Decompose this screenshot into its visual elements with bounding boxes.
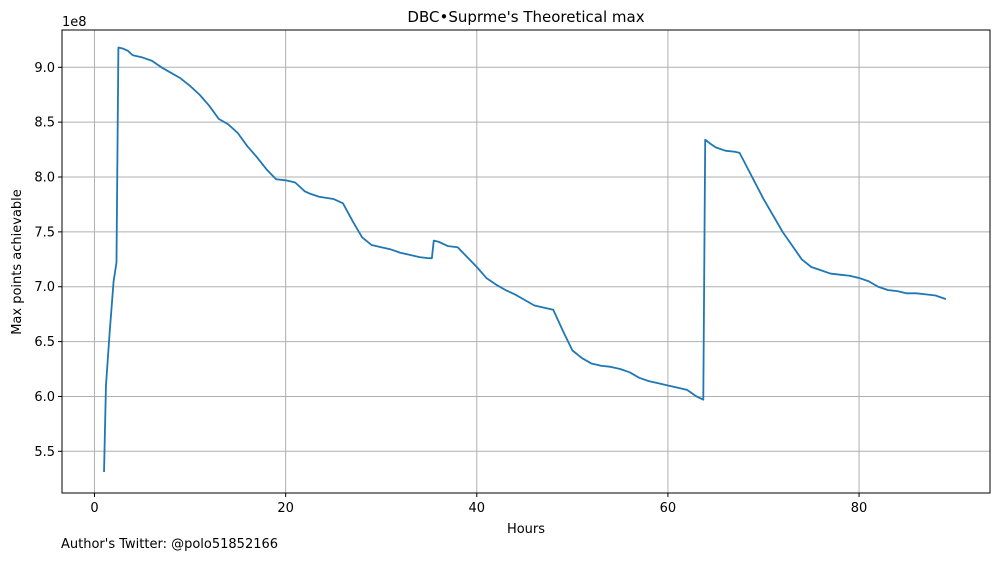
grid	[62, 30, 990, 493]
plot-frame	[61, 29, 991, 494]
x-tick-label: 0	[90, 501, 98, 516]
chart-title: DBC•Suprme's Theoretical max	[407, 8, 644, 26]
y-tick-label: 8.0	[34, 171, 55, 186]
x-tick-label: 80	[851, 501, 868, 516]
y-tick-label: 6.5	[34, 335, 55, 350]
y-tick-label: 9.0	[34, 61, 55, 76]
y-tick-label: 8.5	[34, 116, 55, 131]
ticks: 0 20 40 60 80 5.5 6.0 6.5 7.0 7.5 8.0 8.5 9.0	[34, 61, 867, 516]
author-twitter-note: Author's Twitter: @polo51852166	[61, 537, 279, 552]
y-tick-label: 7.5	[34, 225, 55, 240]
series-layer	[103, 46, 947, 472]
y-tick-label: 5.5	[34, 445, 55, 460]
y-axis-label: Max points achievable	[10, 189, 25, 335]
y-tick-label: 6.0	[34, 390, 55, 405]
x-tick-label: 20	[277, 501, 294, 516]
y-offset-label: 1e8	[62, 15, 87, 30]
series-line	[103, 46, 947, 472]
x-axis-label: Hours	[507, 522, 545, 537]
x-tick-label: 60	[660, 501, 677, 516]
x-tick-label: 40	[469, 501, 486, 516]
y-tick-label: 7.0	[34, 280, 55, 295]
